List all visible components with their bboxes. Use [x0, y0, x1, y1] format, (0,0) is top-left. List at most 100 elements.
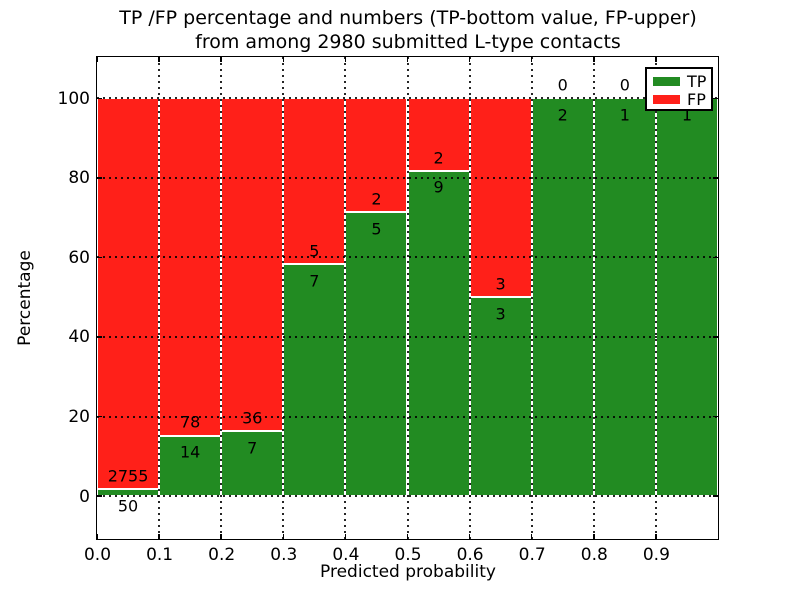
- chart-title-line2: from among 2980 submitted L-type contact…: [195, 31, 621, 53]
- x-tick-mark: [655, 57, 657, 62]
- x-tick-label: 0.3: [270, 545, 298, 565]
- legend-entry-tp: TP: [653, 73, 711, 90]
- x-tick-mark: [530, 57, 533, 62]
- x-tick-mark: [158, 534, 160, 539]
- x-tick-mark: [220, 57, 222, 62]
- y-tick-mark: [97, 495, 102, 497]
- tp-count-label: 7: [247, 438, 258, 458]
- legend-swatch-tp: [653, 77, 680, 86]
- y-tick-mark: [713, 336, 718, 338]
- y-tick-mark: [97, 415, 102, 418]
- y-tick-label: 80: [68, 168, 90, 189]
- vertical-gridline: [468, 57, 471, 539]
- tp-count-label: 3: [495, 304, 506, 324]
- vertical-gridline: [654, 57, 657, 539]
- tp-bar-segment: [531, 98, 594, 497]
- vertical-gridline: [530, 57, 533, 539]
- x-tick-mark: [158, 57, 160, 62]
- x-tick-label: 0.9: [642, 545, 670, 565]
- vertical-gridline: [592, 57, 595, 539]
- fp-count-label: 0: [557, 75, 568, 95]
- x-tick-mark: [282, 57, 285, 62]
- y-tick-label: 0: [79, 486, 90, 507]
- fp-count-label: 3: [495, 274, 506, 294]
- tp-count-label: 2: [557, 105, 568, 125]
- fp-bar-segment: [469, 98, 532, 298]
- chart-title-line1: TP /FP percentage and numbers (TP-bottom…: [119, 7, 697, 29]
- y-tick-mark: [713, 256, 718, 259]
- y-tick-mark: [713, 97, 718, 100]
- x-tick-label: 0.5: [394, 545, 422, 565]
- fp-bar-segment: [97, 98, 160, 489]
- tp-count-label: 9: [433, 177, 444, 197]
- x-tick-mark: [220, 534, 222, 539]
- tp-count-label: 50: [117, 496, 139, 516]
- tp-count-label: 14: [179, 442, 201, 462]
- x-tick-mark: [344, 57, 347, 62]
- fp-count-label: 36: [242, 408, 263, 428]
- x-tick-mark: [406, 57, 409, 62]
- vertical-gridline: [220, 57, 223, 539]
- x-tick-label: 0.7: [518, 545, 546, 565]
- x-tick-label: 0.6: [456, 545, 484, 565]
- y-tick-mark: [97, 177, 102, 179]
- legend: TP FP: [645, 67, 713, 111]
- fp-count-label: 2755: [107, 466, 149, 486]
- tp-count-label: 5: [371, 219, 382, 239]
- chart-title: TP /FP percentage and numbers (TP-bottom…: [96, 6, 720, 54]
- x-tick-mark: [282, 534, 285, 539]
- y-tick-label: 20: [68, 407, 90, 427]
- x-tick-label: 0.2: [208, 545, 236, 565]
- vertical-gridline: [158, 57, 161, 539]
- legend-entry-fp: FP: [653, 91, 711, 108]
- x-tick-mark: [530, 534, 533, 539]
- plot-area: 275550781436757252933020101: [96, 56, 719, 540]
- fp-count-label: 2: [371, 189, 382, 209]
- x-tick-mark: [96, 534, 98, 539]
- tp-bar-segment: [345, 211, 408, 497]
- fp-bar-segment: [283, 98, 346, 265]
- x-tick-mark: [468, 57, 471, 62]
- x-tick-mark: [593, 57, 595, 62]
- x-tick-mark: [468, 534, 471, 539]
- y-tick-mark: [713, 415, 718, 418]
- y-tick-label: 60: [68, 247, 90, 268]
- vertical-gridline: [282, 57, 285, 539]
- fp-count-label: 5: [309, 241, 320, 261]
- legend-label-fp: FP: [687, 89, 706, 109]
- y-tick-label: 100: [57, 88, 90, 109]
- x-tick-mark: [96, 57, 98, 62]
- tp-bar-segment: [655, 98, 718, 497]
- tp-count-label: 7: [309, 271, 320, 291]
- fp-count-label: 0: [619, 75, 630, 95]
- legend-swatch-fp: [653, 95, 680, 104]
- tp-bar-segment: [407, 170, 470, 497]
- fp-count-label: 2: [433, 148, 444, 168]
- legend-label-tp: TP: [687, 71, 707, 91]
- y-tick-mark: [97, 97, 102, 100]
- y-tick-label: 40: [68, 327, 90, 348]
- x-tick-label: 0.8: [580, 545, 608, 565]
- x-tick-label: 0.4: [332, 545, 360, 565]
- tp-count-label: 1: [681, 105, 693, 125]
- fp-bar-segment: [221, 98, 284, 432]
- x-tick-mark: [655, 534, 657, 539]
- y-tick-mark: [713, 495, 718, 497]
- x-tick-mark: [344, 534, 347, 539]
- x-tick-label: 0.0: [83, 545, 112, 565]
- vertical-gridline: [406, 57, 409, 539]
- fp-bar-segment: [159, 98, 222, 436]
- x-tick-mark: [406, 534, 409, 539]
- x-tick-mark: [593, 534, 595, 539]
- tp-bar-segment: [469, 297, 532, 497]
- tp-bar-segment: [593, 98, 656, 497]
- x-tick-label: 0.1: [146, 545, 174, 565]
- y-tick-mark: [97, 256, 102, 259]
- tp-count-label: 1: [619, 105, 630, 125]
- tp-bar-segment: [283, 264, 346, 497]
- fp-count-label: 78: [179, 412, 201, 432]
- y-tick-mark: [97, 336, 102, 338]
- y-tick-mark: [713, 177, 718, 179]
- x-axis-label: Predicted probability: [320, 562, 496, 582]
